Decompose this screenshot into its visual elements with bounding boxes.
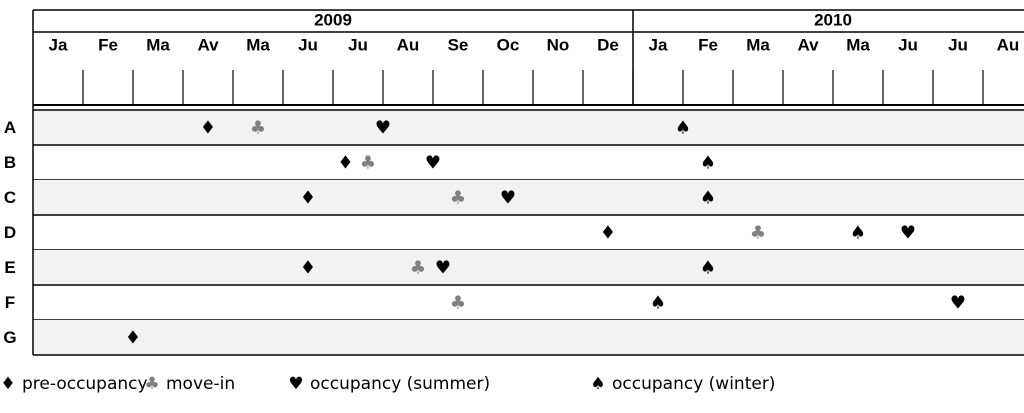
legend-label: move-in	[166, 374, 235, 394]
legend-symbol: ♣	[144, 374, 159, 394]
event-marker: ♦	[337, 153, 353, 174]
row-label: C	[4, 188, 16, 207]
month-label: Ja	[649, 35, 668, 54]
row-label: F	[5, 293, 15, 312]
legend-symbol: ♦	[0, 374, 15, 394]
event-marker: ♣	[360, 153, 376, 174]
month-label: Ma	[246, 35, 270, 54]
event-marker: ♥	[375, 118, 391, 139]
month-label: Ma	[846, 35, 870, 54]
row-label: D	[4, 223, 16, 242]
month-label: Av	[797, 35, 819, 54]
row-label: E	[4, 258, 15, 277]
event-marker: ♥	[425, 153, 441, 174]
event-marker: ♣	[250, 118, 266, 139]
event-marker: ♠	[700, 258, 716, 279]
year-label: 2010	[814, 10, 852, 29]
row-band	[33, 180, 1024, 215]
event-marker: ♣	[410, 258, 426, 279]
row-label: B	[4, 153, 16, 172]
month-label: De	[597, 35, 619, 54]
event-marker: ♥	[900, 223, 916, 244]
month-label: Ja	[49, 35, 68, 54]
month-label: Ma	[746, 35, 770, 54]
event-marker: ♣	[450, 293, 466, 314]
event-marker: ♣	[750, 223, 766, 244]
legend-symbol: ♥	[288, 374, 303, 394]
month-label: Ju	[348, 35, 368, 54]
event-marker: ♥	[950, 293, 966, 314]
event-marker: ♠	[700, 188, 716, 209]
month-label: Ju	[298, 35, 318, 54]
month-label: Au	[997, 35, 1020, 54]
month-label: Se	[448, 35, 469, 54]
month-label: Ju	[898, 35, 918, 54]
event-marker: ♣	[450, 188, 466, 209]
event-marker: ♠	[650, 293, 666, 314]
event-marker: ♦	[600, 223, 616, 244]
event-marker: ♠	[675, 118, 691, 139]
month-label: Au	[397, 35, 420, 54]
event-marker: ♠	[850, 223, 866, 244]
row-label: G	[3, 328, 16, 347]
month-label: Fe	[98, 35, 118, 54]
month-label: Fe	[698, 35, 718, 54]
legend-symbol: ♠	[590, 374, 605, 394]
year-label: 2009	[314, 10, 352, 29]
row-band	[33, 250, 1024, 285]
event-marker: ♦	[300, 188, 316, 209]
month-label: Ma	[146, 35, 170, 54]
row-band	[33, 110, 1024, 145]
legend-label: occupancy (winter)	[612, 374, 775, 394]
month-label: Av	[197, 35, 219, 54]
event-marker: ♦	[300, 258, 316, 279]
row-band	[33, 320, 1024, 355]
event-marker: ♥	[435, 258, 451, 279]
month-label: No	[547, 35, 570, 54]
event-marker: ♠	[700, 153, 716, 174]
event-marker: ♦	[200, 118, 216, 139]
event-marker: ♦	[125, 328, 141, 349]
legend-label: pre-occupancy	[22, 374, 148, 394]
month-label: Oc	[497, 35, 520, 54]
legend-label: occupancy (summer)	[310, 374, 490, 394]
event-marker: ♥	[500, 188, 516, 209]
row-label: A	[4, 118, 16, 137]
month-label: Ju	[948, 35, 968, 54]
